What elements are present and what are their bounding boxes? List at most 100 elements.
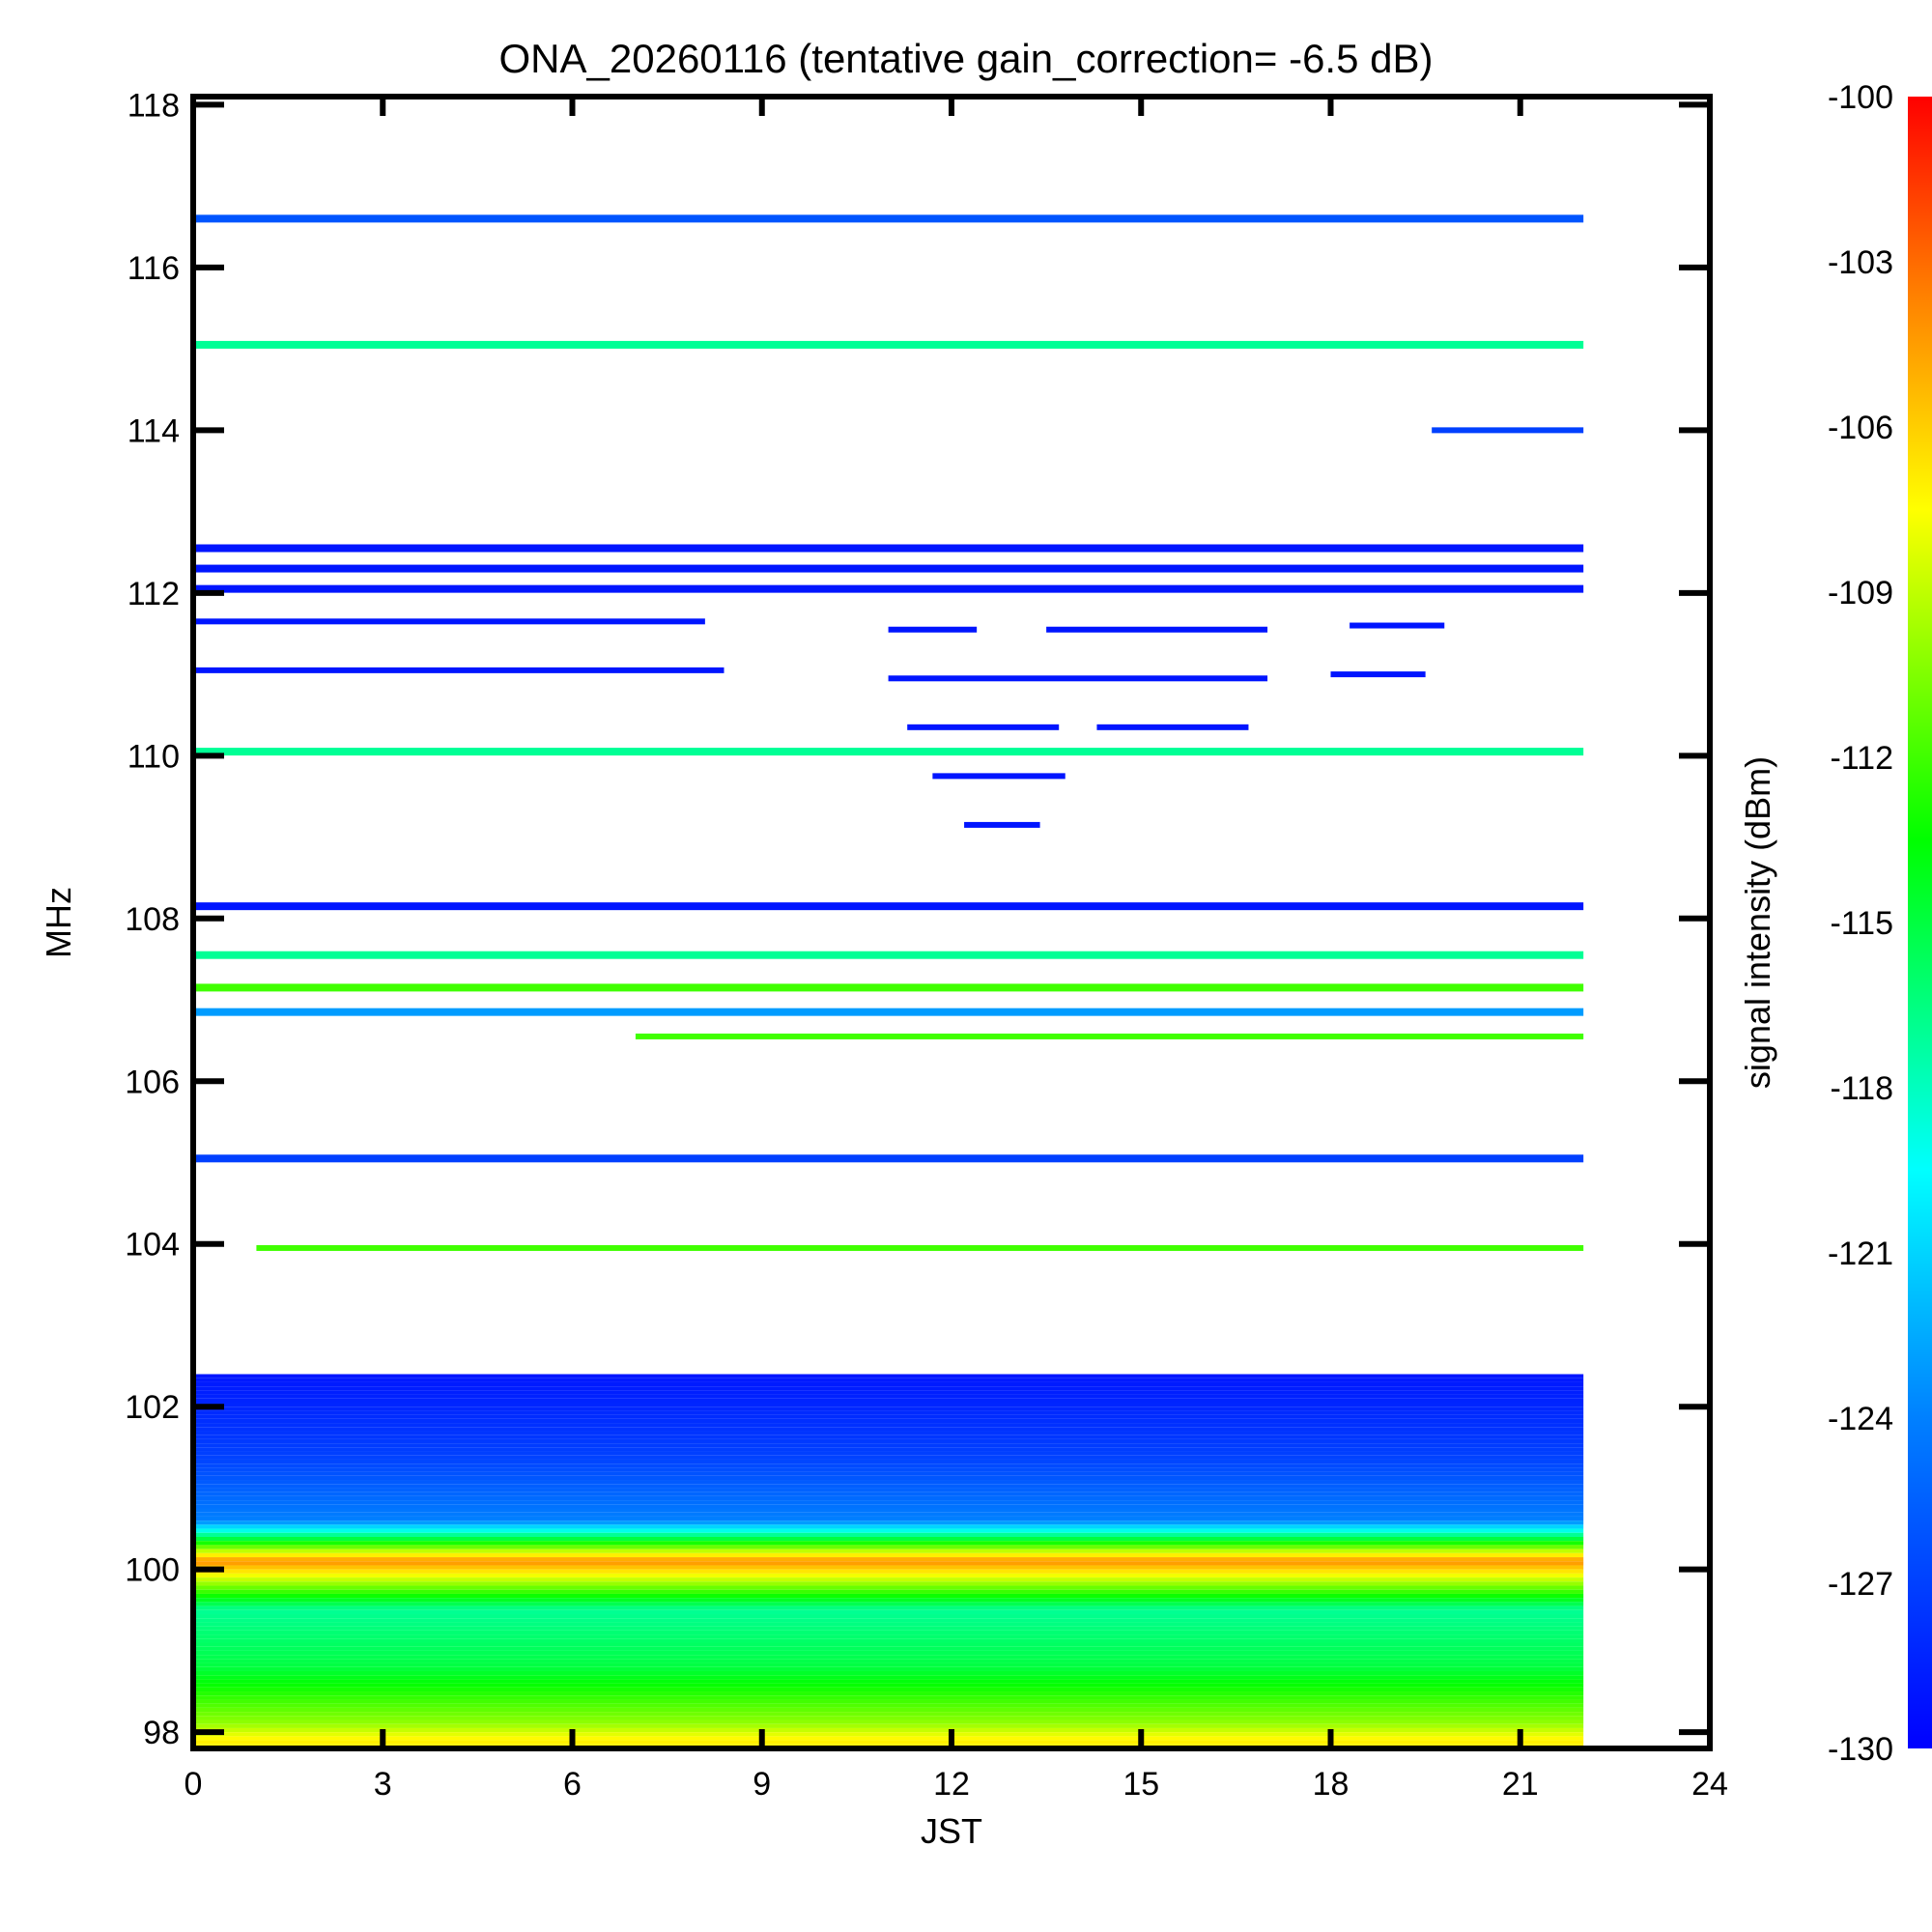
y-tick-label: 104 — [125, 1227, 180, 1264]
broadband-row — [193, 1447, 1584, 1452]
broadband-row — [193, 1475, 1584, 1481]
colorbar-tick-label: -130 — [1828, 1731, 1893, 1768]
persistent-band — [193, 340, 1584, 349]
broadband-row — [193, 1593, 1584, 1599]
broadband-row — [193, 1394, 1584, 1399]
y-tick-label: 114 — [128, 412, 180, 449]
broadband-row — [193, 1414, 1584, 1419]
broadband-row — [193, 1463, 1584, 1468]
broadband-row — [193, 1406, 1584, 1411]
intermittent-band — [888, 675, 1268, 682]
broadband-row — [193, 1740, 1584, 1745]
colorbar-tick-label: -127 — [1828, 1566, 1893, 1603]
x-axis: 0 3 6 9 12 15 18 21 24 — [185, 97, 1728, 1803]
broadband-row — [193, 1541, 1584, 1546]
y-tick-label: 98 — [143, 1715, 180, 1751]
broadband-row — [193, 1622, 1584, 1627]
broadband-row — [193, 1626, 1584, 1631]
broadband-row — [193, 1642, 1584, 1647]
broadband-row — [193, 1386, 1584, 1391]
broadband-row — [193, 1431, 1584, 1435]
intermittent-band — [193, 618, 705, 625]
broadband-row — [193, 1423, 1584, 1428]
broadband-row — [193, 1516, 1584, 1521]
broadband-row — [193, 1438, 1584, 1444]
colorbar-ticks: -100 -103 -106 -109 -112 -115 -118 -121 -124 -127… — [1828, 79, 1893, 1768]
colorbar-tick-label: -106 — [1828, 410, 1893, 446]
broadband-row — [193, 1630, 1584, 1635]
intermittent-band — [907, 724, 1060, 730]
y-tick-label: 118 — [128, 87, 180, 124]
broadband-row — [193, 1670, 1584, 1676]
intermittent-band — [1350, 622, 1445, 629]
y-tick-label: 102 — [125, 1389, 180, 1426]
broadband-row — [193, 1504, 1584, 1509]
persistent-band — [193, 983, 1584, 992]
broadband-row — [193, 1605, 1584, 1610]
broadband-row — [193, 1691, 1584, 1696]
colorbar-tick-label: -115 — [1830, 905, 1893, 942]
broadband-row — [193, 1687, 1584, 1692]
broadband-row — [193, 1492, 1584, 1496]
broadband-row — [193, 1577, 1584, 1582]
broadband-row — [193, 1443, 1584, 1448]
intermittent-band — [1096, 724, 1249, 730]
broadband-row — [193, 1390, 1584, 1395]
broadband-row — [193, 1716, 1584, 1720]
colorbar-tick-label: -124 — [1828, 1401, 1893, 1437]
y-axis-label: MHz — [39, 887, 78, 958]
broadband-row — [193, 1398, 1584, 1403]
intermittent-band — [964, 821, 1040, 828]
broadband-row — [193, 1381, 1584, 1387]
colorbar-label: signal intensity (dBm) — [1738, 756, 1777, 1089]
broadband-row — [193, 1618, 1584, 1623]
x-tick-label: 9 — [753, 1766, 771, 1803]
broadband-row — [193, 1524, 1584, 1529]
persistent-band — [193, 1008, 1584, 1016]
colorbar — [1908, 97, 1932, 1748]
persistent-band — [193, 544, 1584, 553]
broadband-row — [193, 1646, 1584, 1651]
chart-title: ONA_20260116 (tentative gain_correction=… — [499, 36, 1434, 81]
colorbar-tick-label: -100 — [1828, 79, 1893, 116]
broadband-row — [193, 1589, 1584, 1594]
broadband-row — [193, 1736, 1584, 1741]
broadband-row — [193, 1675, 1584, 1680]
intermittent-band — [1046, 626, 1268, 633]
intermittent-band — [888, 626, 978, 633]
colorbar-tick-label: -103 — [1828, 244, 1893, 281]
broadband-row — [193, 1683, 1584, 1688]
x-tick-label: 3 — [374, 1766, 392, 1803]
broadband-row — [193, 1602, 1584, 1606]
broadband-row — [193, 1655, 1584, 1660]
broadband-row — [193, 1548, 1584, 1553]
heatmap-area — [193, 214, 1584, 1748]
broadband-row — [193, 1581, 1584, 1586]
x-axis-label: JST — [921, 1811, 982, 1851]
broadband-row — [193, 1545, 1584, 1549]
broadband-row — [193, 1569, 1584, 1574]
persistent-band — [193, 1154, 1584, 1163]
broadband-row — [193, 1480, 1584, 1485]
broadband-row — [193, 1727, 1584, 1733]
broadband-row — [193, 1557, 1584, 1562]
broadband-row — [193, 1418, 1584, 1424]
broadband-row — [193, 1528, 1584, 1533]
broadband-row — [193, 1435, 1584, 1439]
intermittent-band — [1432, 427, 1584, 434]
broadband-row — [193, 1520, 1584, 1525]
broadband-row — [193, 1712, 1584, 1717]
y-tick-label: 110 — [128, 738, 180, 775]
broadband-row — [193, 1532, 1584, 1537]
broadband-row — [193, 1484, 1584, 1489]
broadband-row — [193, 1378, 1584, 1382]
intermittent-band — [193, 667, 724, 673]
broadband-row — [193, 1695, 1584, 1700]
broadband-row — [193, 1666, 1584, 1671]
intermittent-band — [932, 773, 1065, 780]
broadband-row — [193, 1659, 1584, 1663]
x-tick-label: 6 — [563, 1766, 582, 1803]
y-tick-label: 116 — [128, 250, 180, 287]
broadband-row — [193, 1723, 1584, 1728]
